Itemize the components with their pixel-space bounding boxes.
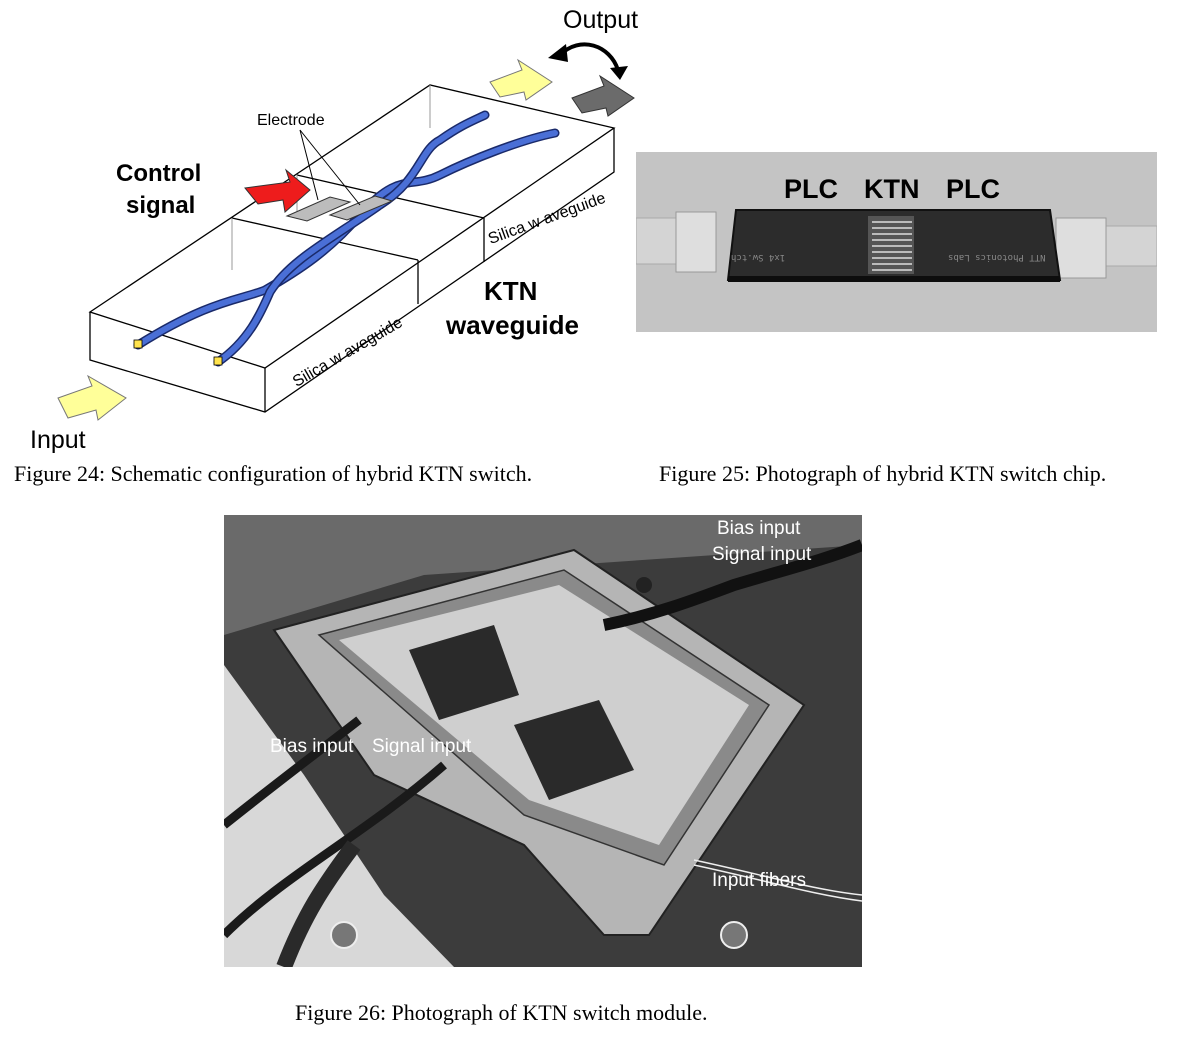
waveguide-label: waveguide xyxy=(446,310,579,340)
electrodes xyxy=(285,129,394,222)
figure-25-chip-photo: PLC KTN PLC 1x4 Sw.tch NTT Photonics Lab… xyxy=(636,152,1157,332)
curved-arrow-head-left xyxy=(548,44,568,62)
curved-arrow-head-right xyxy=(610,66,628,80)
input-label: Input xyxy=(30,426,86,454)
output-arrow-gray xyxy=(571,74,635,117)
figure-26-caption: Figure 26: Photograph of KTN switch modu… xyxy=(295,1000,708,1025)
schematic-drawing xyxy=(57,42,635,421)
module-photo-drawing xyxy=(224,515,862,967)
waveguide-port-2 xyxy=(213,356,223,366)
signal-input-top-label: Signal input xyxy=(712,544,812,565)
electrode-label: Electrode xyxy=(257,112,325,129)
figure-26-module-photo: Bias input Signal input Bias input Signa… xyxy=(224,515,862,967)
plc-right-label: PLC xyxy=(946,174,1000,204)
input-arrow xyxy=(57,374,127,421)
input-fibers-label: Input fibers xyxy=(712,870,806,891)
ktn-electrode-stripes xyxy=(872,221,912,271)
plc-left-label: PLC xyxy=(784,174,838,204)
figure-24-caption: Figure 24: Schematic configuration of hy… xyxy=(14,461,533,486)
ktn-chip-label: KTN xyxy=(864,174,920,204)
figure-25-caption: Figure 25: Photograph of hybrid KTN swit… xyxy=(659,461,1107,486)
figure-24-schematic: Output Electrode Control signal Silica w… xyxy=(0,0,650,460)
control-signal-arrow xyxy=(244,168,311,213)
waveguide-port-1 xyxy=(133,339,143,349)
switch-curved-arrow xyxy=(558,42,620,71)
chip-text-right: NTT Photonics Labs xyxy=(948,252,1046,262)
output-label: Output xyxy=(563,6,639,34)
chip-text-left: 1x4 Sw.tch xyxy=(731,252,786,262)
ktn-label: KTN xyxy=(484,276,538,306)
control-label: Control xyxy=(116,160,202,187)
chip-photo-drawing xyxy=(636,152,1157,332)
bias-input-mid-label: Bias input xyxy=(270,736,354,757)
bias-input-top-label: Bias input xyxy=(717,518,801,539)
output-arrow-yellow xyxy=(489,58,553,101)
signal-input-mid-label: Signal input xyxy=(372,736,472,757)
signal-label: signal xyxy=(126,192,196,219)
